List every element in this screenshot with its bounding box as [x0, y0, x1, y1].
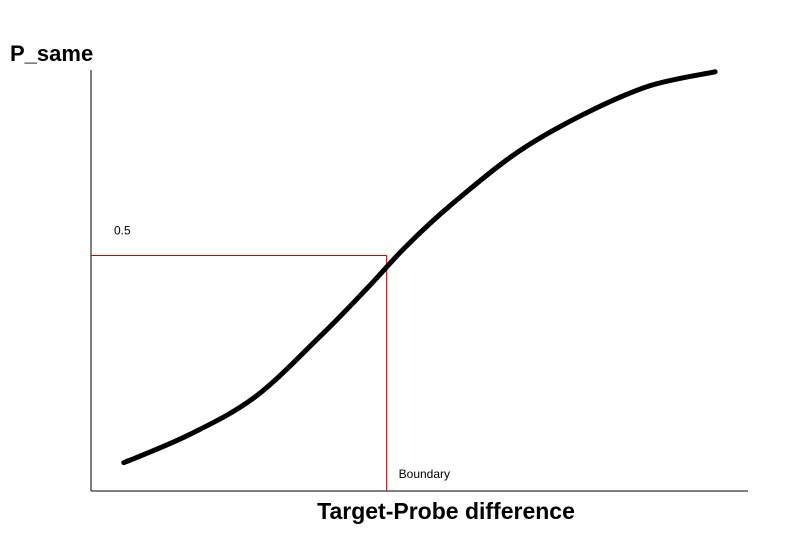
threshold-label: 0.5: [114, 224, 131, 238]
x-axis-label: Target-Probe difference: [317, 498, 575, 524]
y-axis-label: P_same: [10, 41, 93, 66]
boundary-label: Boundary: [399, 467, 450, 481]
psychometric-curve: [121, 69, 718, 466]
